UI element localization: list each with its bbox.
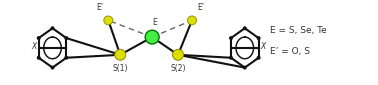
Ellipse shape [187, 16, 197, 25]
Ellipse shape [64, 56, 68, 60]
Ellipse shape [243, 66, 247, 70]
Ellipse shape [145, 30, 159, 44]
Text: E = S, Se, Te: E = S, Se, Te [270, 26, 327, 35]
Text: X: X [261, 42, 266, 51]
Text: S(1): S(1) [113, 64, 128, 73]
Text: S(2): S(2) [170, 64, 186, 73]
Text: E’: E’ [96, 3, 103, 12]
Ellipse shape [229, 56, 233, 60]
Ellipse shape [229, 36, 233, 40]
Ellipse shape [243, 26, 247, 30]
Text: X: X [31, 42, 37, 51]
Ellipse shape [37, 56, 41, 60]
Ellipse shape [51, 26, 54, 30]
Ellipse shape [173, 49, 184, 60]
Ellipse shape [64, 36, 68, 40]
Ellipse shape [257, 56, 260, 60]
Text: E’: E’ [197, 3, 204, 12]
Text: E’ = O, S: E’ = O, S [270, 47, 310, 56]
Text: E: E [153, 18, 158, 27]
Ellipse shape [51, 66, 54, 70]
Ellipse shape [115, 49, 126, 60]
Ellipse shape [37, 36, 41, 40]
Ellipse shape [104, 16, 113, 25]
Ellipse shape [257, 36, 260, 40]
